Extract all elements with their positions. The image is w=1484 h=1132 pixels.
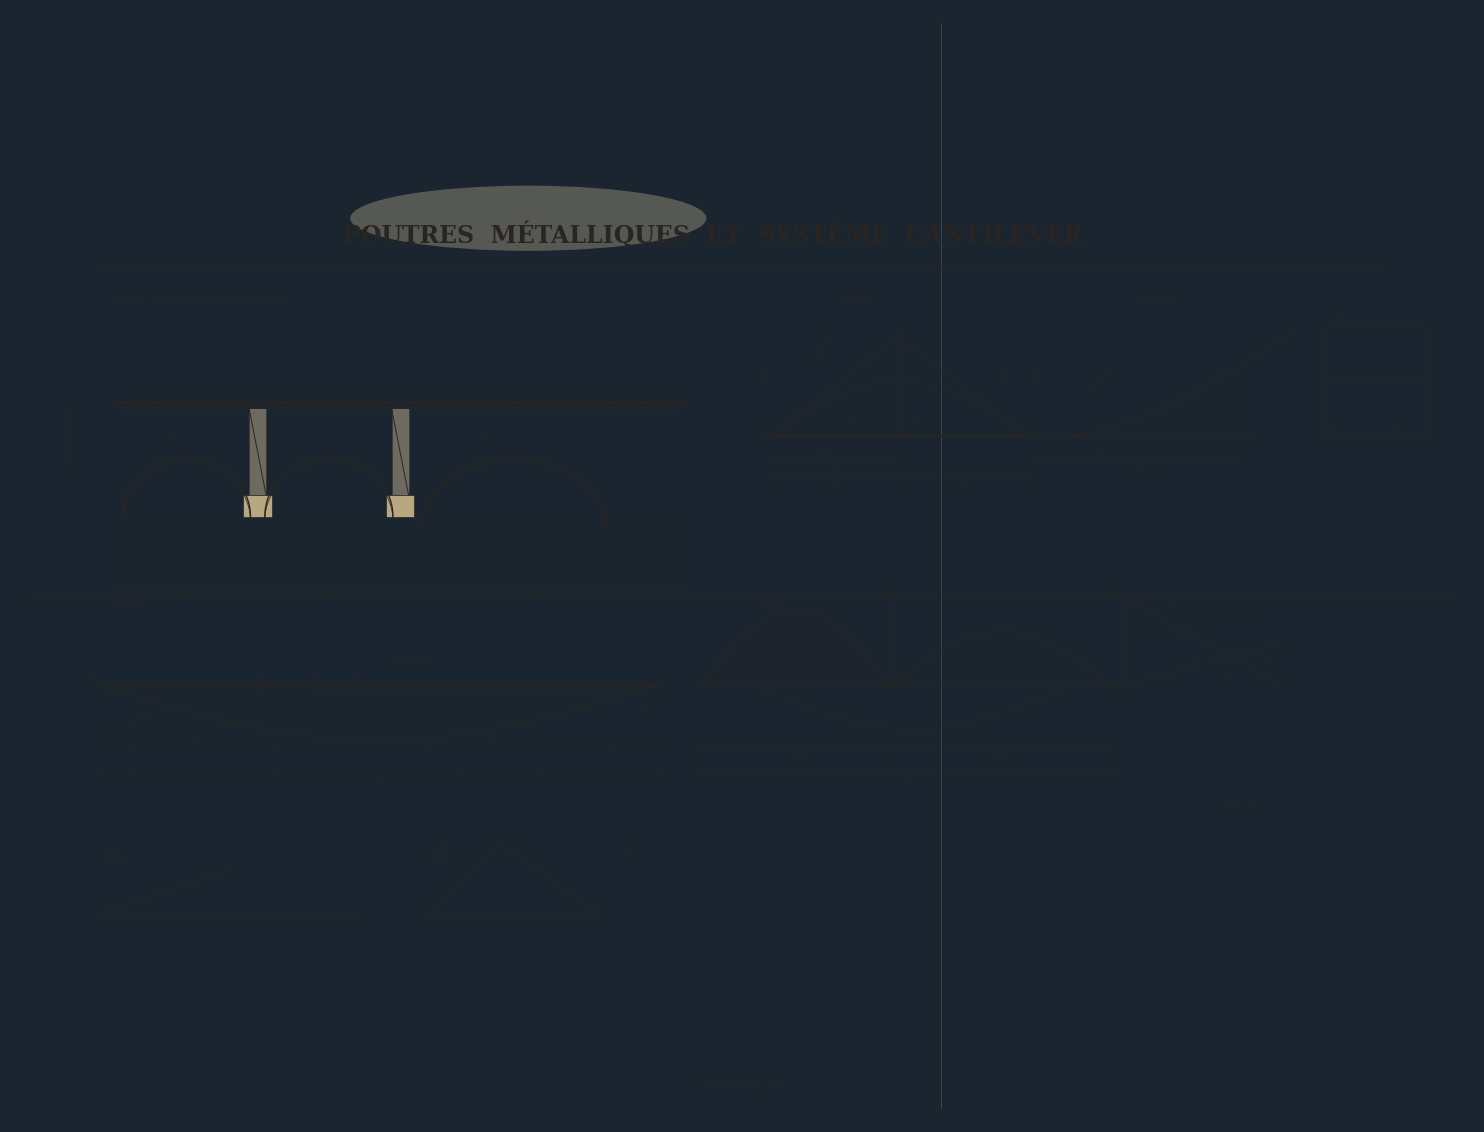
Text: 0.225 L: 0.225 L: [987, 755, 1011, 761]
Text: POUTRES  MÉTALLIQUES  ET  SYSTÈME  CANTILEVER: POUTRES MÉTALLIQUES ET SYSTÈME CANTILEVE…: [343, 221, 1083, 248]
Text: A: A: [482, 435, 488, 443]
Text: Fig.10: Fig.10: [101, 854, 128, 861]
Text: C: C: [767, 598, 773, 606]
Text: Axe: Axe: [625, 843, 632, 856]
Text: G: G: [525, 598, 531, 606]
Text: ik L: ik L: [137, 711, 150, 719]
Text: A: A: [1116, 683, 1120, 691]
Text: δb: δb: [1223, 670, 1230, 676]
Text: δB: δB: [1165, 603, 1174, 611]
Text: - 1-u  D -: - 1-u D -: [942, 482, 969, 488]
Text: Mom: Mom: [1091, 452, 1106, 456]
Text: Fig. 23: Fig. 23: [1226, 799, 1255, 807]
Text: www.delcampe.net: www.delcampe.net: [702, 1081, 782, 1090]
Text: I: I: [1168, 436, 1171, 444]
Text: Axe d'une 3ᵉ travée: Axe d'une 3ᵉ travée: [67, 405, 73, 466]
Text: 0.615 L: 0.615 L: [787, 755, 810, 761]
Text: L: L: [377, 775, 381, 783]
Ellipse shape: [350, 186, 706, 251]
Text: uv D: uv D: [807, 445, 819, 449]
Bar: [30, 23, 1454, 153]
Text: Q: Q: [1333, 310, 1340, 318]
Text: F: F: [340, 598, 346, 606]
Text: M: M: [1266, 658, 1273, 666]
Text: A: A: [760, 429, 764, 438]
Text: P': P': [1398, 424, 1404, 432]
Bar: [392, 409, 408, 496]
Bar: [249, 409, 266, 496]
Text: G: G: [1110, 436, 1114, 444]
Text: A: A: [169, 435, 175, 443]
Text: F: F: [868, 349, 873, 358]
Text: - - 160 - -: - - 160 - -: [315, 594, 343, 600]
Bar: [1327, 327, 1426, 436]
Text: S: S: [916, 419, 920, 427]
Bar: [386, 496, 414, 517]
Text: E: E: [640, 706, 646, 714]
Text: C': C': [1180, 631, 1187, 638]
Text: L: L: [255, 674, 260, 683]
Text: I: I: [850, 419, 853, 427]
Text: Fig 9: Fig 9: [116, 597, 141, 606]
Text: Fig.19.: Fig.19.: [841, 295, 877, 305]
Text: L: L: [904, 775, 908, 783]
Text: E: E: [1288, 332, 1293, 340]
Text: Fig.11: Fig.11: [429, 854, 456, 861]
Text: Axe: Axe: [457, 594, 470, 602]
Text: P: P: [1333, 424, 1339, 432]
Text: Fig.12: Fig.12: [757, 597, 788, 606]
Text: - - u D - -: - - u D - -: [1128, 466, 1155, 471]
Text: A: A: [1067, 436, 1071, 444]
Text: - - u D - -: - - u D - -: [821, 482, 849, 488]
Text: S: S: [1328, 375, 1333, 384]
Text: Axe: Axe: [761, 370, 766, 383]
Text: B: B: [1031, 429, 1036, 438]
Text: H': H': [439, 842, 447, 850]
Text: Axe: Axe: [1031, 370, 1036, 383]
Text: N: N: [1195, 658, 1201, 666]
Text: Fig. 20.: Fig. 20.: [1141, 295, 1178, 305]
Text: D: D: [355, 674, 361, 683]
Text: - - 150 - -: - - 150 - -: [528, 594, 556, 600]
Text: S: S: [1238, 436, 1244, 444]
Text: Eff tranch: Eff tranch: [1091, 367, 1110, 393]
Text: Axe: Axe: [889, 590, 893, 602]
Text: Axe: Axe: [1003, 370, 1008, 383]
Text: B': B': [1137, 598, 1146, 606]
Text: u D: u D: [830, 465, 840, 470]
Text: B: B: [660, 675, 666, 684]
Text: k L: k L: [194, 732, 206, 740]
Text: Fig. 8.  Avant projet pour Lisbonne: Fig. 8. Avant projet pour Lisbonne: [116, 295, 288, 305]
Text: LVr-2k-k²i: LVr-2k-k²i: [398, 655, 432, 663]
Text: B: B: [1116, 591, 1120, 599]
Text: T: T: [1025, 429, 1030, 438]
Text: E: E: [896, 327, 901, 335]
Text: F': F': [510, 837, 518, 846]
Text: C: C: [1217, 370, 1221, 378]
Text: Mom: Mom: [821, 452, 834, 456]
Text: A: A: [91, 675, 96, 684]
Bar: [243, 496, 272, 517]
Text: L (1-k): L (1-k): [473, 732, 497, 740]
Text: C: C: [312, 674, 318, 683]
Text: - - 150 - -: - - 150 - -: [165, 594, 193, 600]
Text: Eff tranch: Eff tranch: [813, 334, 833, 360]
